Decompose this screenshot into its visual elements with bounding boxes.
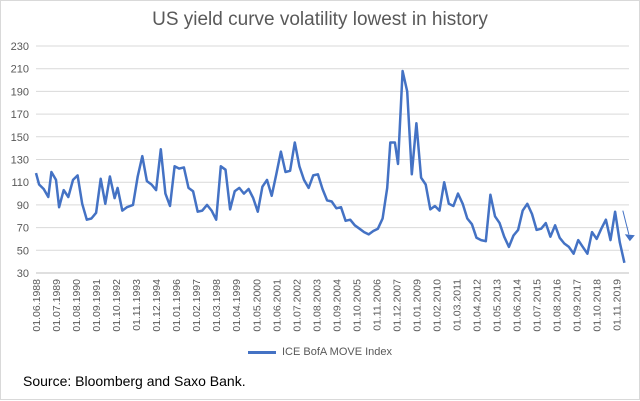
chart-title: US yield curve volatility lowest in hist…: [152, 9, 488, 30]
x-tick-label: 01.09.1991: [91, 279, 103, 332]
x-tick-label: 01.09.2017: [572, 279, 584, 332]
x-tick-label: 01.07.2002: [291, 279, 303, 332]
source-note: Source: Bloomberg and Saxo Bank.: [23, 373, 246, 389]
x-tick-label: 01.10.2018: [592, 279, 604, 332]
x-tick-label: 01.04.2012: [472, 279, 484, 332]
x-tick-label: 01.09.2004: [331, 279, 343, 332]
x-tick-label: 01.03.2011: [451, 279, 463, 331]
x-tick-label: 01.02.1997: [191, 279, 203, 332]
x-tick-label: 01.01.1996: [171, 279, 183, 332]
y-tick-label: 50: [17, 245, 29, 257]
x-tick-label: 01.06.2001: [271, 279, 283, 332]
y-tick-label: 190: [11, 86, 29, 98]
x-tick-label: 01.02.2010: [431, 279, 443, 332]
x-tick-label: 01.06.2014: [512, 279, 524, 332]
x-tick-label: 01.11.2006: [371, 279, 383, 331]
x-tick-label: 01.04.1999: [231, 279, 243, 332]
x-tick-label: 01.07.2015: [532, 279, 544, 332]
y-tick-label: 110: [11, 177, 29, 189]
x-tick-label: 01.05.2013: [492, 279, 504, 332]
y-tick-label: 70: [17, 223, 29, 235]
annotation-arrow-head: [624, 234, 635, 242]
y-tick-label: 230: [11, 41, 29, 53]
x-tick-label: 01.08.1990: [71, 279, 83, 332]
x-tick-label: 01.12.2007: [391, 279, 403, 332]
y-tick-label: 170: [11, 109, 29, 121]
y-tick-label: 30: [17, 268, 29, 280]
x-tick-label: 01.08.2016: [552, 279, 564, 332]
x-tick-label: 01.01.2009: [411, 279, 423, 332]
x-tick-label: 01.05.2000: [251, 279, 263, 332]
x-tick-label: 01.10.1992: [111, 279, 123, 332]
y-tick-label: 130: [11, 155, 29, 167]
x-tick-label: 01.10.2005: [351, 279, 363, 332]
y-tick-label: 90: [17, 200, 29, 212]
x-tick-label: 01.06.1988: [31, 279, 43, 332]
x-tick-label: 01.11.2019: [612, 279, 624, 331]
x-tick-label: 01.07.1989: [51, 279, 63, 332]
x-tick-label: 01.11.1993: [131, 279, 143, 331]
series-line: [34, 69, 626, 264]
x-tick-label: 01.03.1998: [211, 279, 223, 332]
annotation-arrow-line: [622, 210, 630, 235]
legend-label: ICE BofA MOVE Index: [281, 346, 393, 358]
y-tick-label: 210: [11, 64, 29, 76]
legend-swatch: [247, 350, 276, 354]
y-tick-label: 150: [11, 132, 29, 144]
x-tick-label: 01.12.1994: [151, 279, 163, 332]
chart-legend: ICE BofA MOVE Index: [1, 346, 639, 358]
x-tick-label: 01.08.2003: [311, 279, 323, 332]
